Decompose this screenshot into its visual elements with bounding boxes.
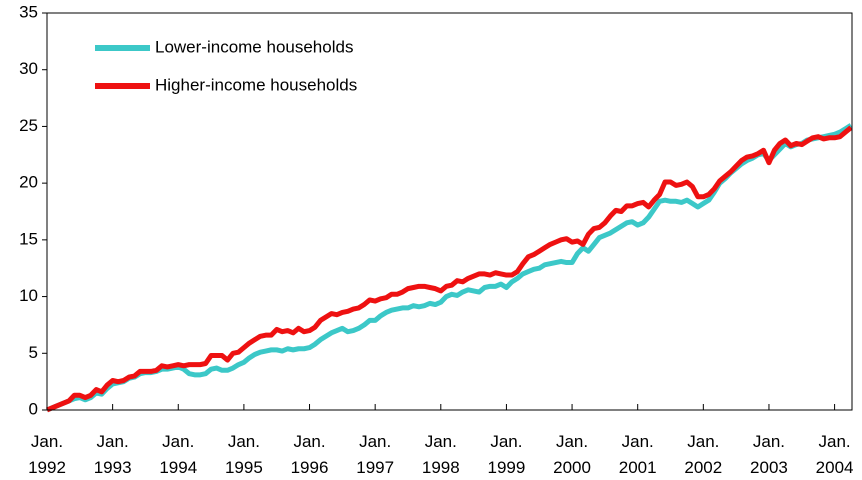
- y-tick-label: 15: [19, 229, 38, 248]
- x-tick-label: Jan. 2001: [618, 432, 657, 477]
- legend-label: Lower-income households: [155, 37, 353, 56]
- x-tick-label: Jan. 2002: [684, 432, 723, 477]
- legend-label: Higher-income households: [155, 75, 357, 94]
- y-tick-label: 20: [19, 173, 38, 192]
- x-tick-label: Jan. 1998: [421, 432, 460, 477]
- x-tick-label: Jan. 2000: [553, 432, 591, 477]
- plot-border: [46, 12, 853, 411]
- x-tick-label: Jan. 1999: [487, 432, 526, 477]
- x-tick-label: Jan. 1993: [93, 432, 132, 477]
- line-series: [46, 125, 853, 413]
- x-tick-label: Jan. 2003: [750, 432, 788, 477]
- x-tick-label: Jan. 1994: [159, 432, 198, 477]
- x-tick-label: Jan. 2004: [815, 432, 854, 477]
- x-tick-label: Jan. 1992: [28, 432, 66, 477]
- x-tick-label: Jan. 1997: [356, 432, 395, 477]
- y-tick-label: 30: [19, 59, 38, 78]
- y-tick-label: 35: [19, 2, 38, 21]
- y-tick-label: 25: [19, 116, 38, 135]
- x-tick-label: Jan. 1995: [224, 432, 263, 477]
- x-tick-label: Jan. 1996: [290, 432, 329, 477]
- y-tick-label: 5: [29, 343, 38, 362]
- y-tick-label: 0: [29, 399, 38, 418]
- y-tick-label: 10: [19, 286, 38, 305]
